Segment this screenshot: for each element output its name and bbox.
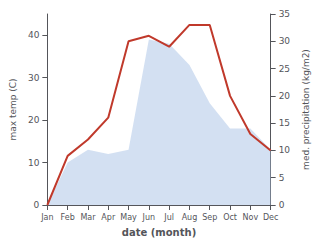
- svg-text:0: 0: [279, 200, 285, 210]
- svg-text:Nov: Nov: [243, 213, 259, 222]
- svg-text:Aug: Aug: [182, 213, 198, 222]
- svg-text:30: 30: [28, 73, 40, 83]
- svg-text:May: May: [120, 213, 137, 222]
- svg-text:Jan: Jan: [40, 213, 53, 222]
- svg-text:20: 20: [279, 91, 291, 101]
- svg-text:30: 30: [279, 36, 291, 46]
- svg-text:15: 15: [279, 118, 290, 128]
- svg-text:40: 40: [28, 30, 40, 40]
- svg-text:Jun: Jun: [142, 213, 156, 222]
- svg-text:Oct: Oct: [223, 213, 237, 222]
- svg-text:Feb: Feb: [61, 213, 75, 222]
- svg-text:5: 5: [279, 173, 285, 183]
- svg-text:date (month): date (month): [122, 227, 196, 238]
- svg-text:35: 35: [279, 9, 290, 19]
- svg-text:Sep: Sep: [202, 213, 217, 222]
- svg-text:Mar: Mar: [80, 213, 96, 222]
- svg-text:max temp (C): max temp (C): [8, 78, 18, 140]
- svg-text:Jul: Jul: [163, 213, 174, 222]
- svg-text:Dec: Dec: [263, 213, 278, 222]
- svg-text:0: 0: [34, 200, 40, 210]
- svg-text:20: 20: [28, 115, 40, 125]
- svg-text:10: 10: [28, 158, 40, 168]
- svg-text:Apr: Apr: [101, 213, 116, 222]
- svg-text:10: 10: [279, 145, 291, 155]
- svg-text:25: 25: [279, 64, 290, 74]
- svg-text:med. precipitation (kg/m2): med. precipitation (kg/m2): [301, 49, 311, 170]
